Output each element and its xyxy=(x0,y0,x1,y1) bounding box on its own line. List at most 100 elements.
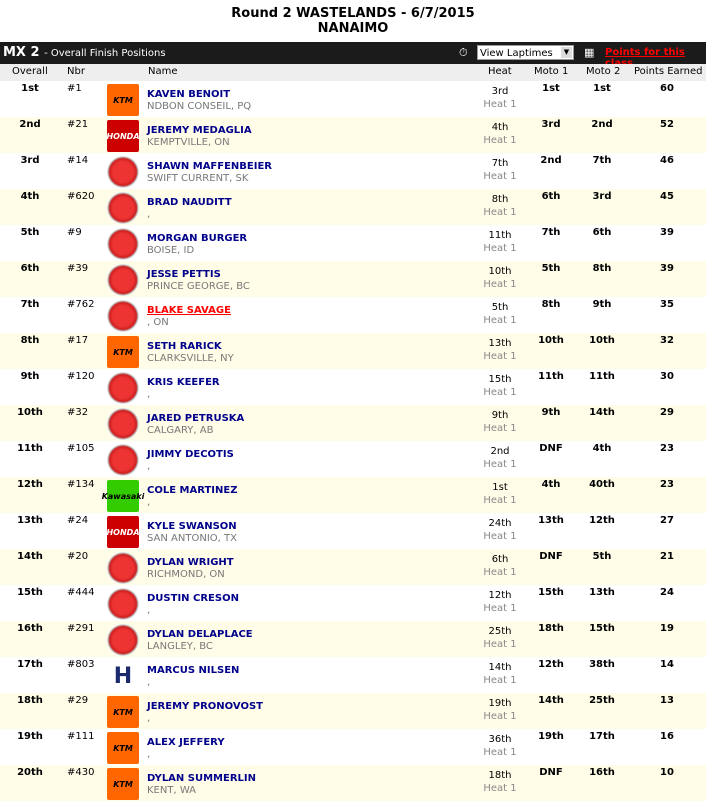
rider-name-link[interactable]: JARED PETRUSKA xyxy=(147,413,245,424)
heat-number: Heat 1 xyxy=(483,603,517,614)
class-subtitle: - Overall Finish Positions xyxy=(44,48,166,59)
yamaha-logo-icon xyxy=(107,300,139,332)
rider-name-link[interactable]: BRAD NAUDITT xyxy=(147,197,232,208)
points-earned: 24 xyxy=(660,587,674,598)
rider-number: #134 xyxy=(67,479,95,490)
table-row: 6th #39 JESSE PETTIS PRINCE GEORGE, BC 1… xyxy=(0,261,706,297)
rider-name-link[interactable]: MORGAN BURGER xyxy=(147,233,248,244)
rider-name-link[interactable]: ALEX JEFFERY xyxy=(147,737,225,748)
rider-location: PRINCE GEORGE, BC xyxy=(147,281,250,292)
points-earned: 45 xyxy=(660,191,674,202)
yamaha-logo-icon xyxy=(107,444,139,476)
points-earned: 23 xyxy=(660,479,674,490)
overall-position: 7th xyxy=(20,299,40,310)
heat-number: Heat 1 xyxy=(483,171,517,182)
points-earned: 10 xyxy=(660,767,674,778)
heat-position: 11th xyxy=(488,230,512,241)
overall-position: 18th xyxy=(17,695,43,706)
heat-number: Heat 1 xyxy=(483,567,517,578)
overall-position: 11th xyxy=(17,443,43,454)
overall-position: 14th xyxy=(17,551,43,562)
table-row: 5th #9 MORGAN BURGER BOISE, ID 11th Heat… xyxy=(0,225,706,261)
heat-number: Heat 1 xyxy=(483,531,517,542)
overall-position: 2nd xyxy=(19,119,41,130)
heat-number: Heat 1 xyxy=(483,783,517,794)
heat-position: 3rd xyxy=(491,86,509,97)
points-earned: 46 xyxy=(660,155,674,166)
rider-number: #9 xyxy=(67,227,82,238)
moto1-position: 6th xyxy=(541,191,561,202)
column-headers: Overall Nbr Name Heat Moto 1 Moto 2 Poin… xyxy=(0,64,706,81)
moto1-position: 13th xyxy=(538,515,564,526)
points-earned: 21 xyxy=(660,551,674,562)
moto2-position: 4th xyxy=(592,443,612,454)
moto1-position: 9th xyxy=(541,407,561,418)
moto1-position: 4th xyxy=(541,479,561,490)
table-row: 13th #24 HONDA KYLE SWANSON SAN ANTONIO,… xyxy=(0,513,706,549)
rider-name-link[interactable]: KRIS KEEFER xyxy=(147,377,220,388)
col-heat: Heat xyxy=(488,66,512,77)
yamaha-logo-icon xyxy=(107,192,139,224)
moto1-position: 15th xyxy=(538,587,564,598)
rider-name-link[interactable]: JEREMY MEDAGLIA xyxy=(147,125,252,136)
heat-position: 9th xyxy=(491,410,509,421)
moto2-position: 40th xyxy=(589,479,615,490)
rider-name-link[interactable]: KYLE SWANSON xyxy=(147,521,237,532)
table-row: 15th #444 DUSTIN CRESON , 12th Heat 1 15… xyxy=(0,585,706,621)
overall-position: 8th xyxy=(20,335,40,346)
rider-name-link[interactable]: COLE MARTINEZ xyxy=(147,485,238,496)
rider-location: CLARKSVILLE, NY xyxy=(147,353,234,364)
points-for-class-link[interactable]: Points for this class xyxy=(605,47,685,69)
points-earned: 14 xyxy=(660,659,674,670)
chevron-down-icon: ▼ xyxy=(561,47,572,58)
rider-name-link[interactable]: KAVEN BENOIT xyxy=(147,89,231,100)
laptimes-select[interactable]: View Laptimes ▼ xyxy=(477,45,574,60)
col-name: Name xyxy=(148,66,178,77)
moto1-position: 7th xyxy=(541,227,561,238)
col-overall: Overall xyxy=(12,66,48,77)
rider-name-link[interactable]: MARCUS NILSEN xyxy=(147,665,240,676)
rider-name-link[interactable]: DUSTIN CRESON xyxy=(147,593,239,604)
rider-name-link[interactable]: BLAKE SAVAGE xyxy=(147,305,231,316)
moto1-position: 2nd xyxy=(540,155,562,166)
overall-position: 17th xyxy=(17,659,43,670)
rider-location: LANGLEY, BC xyxy=(147,641,213,652)
honda-logo-icon: HONDA xyxy=(106,516,140,548)
rider-location: NDBON CONSEIL, PQ xyxy=(147,101,252,112)
moto1-position: 5th xyxy=(541,263,561,274)
rider-name-link[interactable]: JESSE PETTIS xyxy=(147,269,221,280)
rider-name-link[interactable]: DYLAN DELAPLACE xyxy=(147,629,253,640)
overall-position: 10th xyxy=(17,407,43,418)
points-earned: 23 xyxy=(660,443,674,454)
moto2-position: 11th xyxy=(589,371,615,382)
ktm-logo-icon: KTM xyxy=(107,84,139,116)
ktm-logo-icon: KTM xyxy=(107,696,139,728)
heat-position: 6th xyxy=(491,554,509,565)
rider-number: #39 xyxy=(67,263,89,274)
heat-position: 5th xyxy=(491,302,509,313)
heat-position: 12th xyxy=(488,590,512,601)
rider-name-link[interactable]: DYLAN WRIGHT xyxy=(147,557,234,568)
rider-number: #20 xyxy=(67,551,89,562)
rider-location: CALGARY, AB xyxy=(147,425,214,436)
rider-name-link[interactable]: SETH RARICK xyxy=(147,341,222,352)
rider-location: KENT, WA xyxy=(147,785,197,796)
rider-name-link[interactable]: JEREMY PRONOVOST xyxy=(147,701,263,712)
rider-number: #24 xyxy=(67,515,89,526)
table-row: 7th #762 BLAKE SAVAGE , ON 5th Heat 1 8t… xyxy=(0,297,706,333)
rider-name-link[interactable]: DYLAN SUMMERLIN xyxy=(147,773,256,784)
rider-name-link[interactable]: SHAWN MAFFENBEIER xyxy=(147,161,272,172)
overall-position: 15th xyxy=(17,587,43,598)
moto1-position: 18th xyxy=(538,623,564,634)
moto1-position: 11th xyxy=(538,371,564,382)
rider-location: , xyxy=(147,677,151,688)
points-earned: 30 xyxy=(660,371,674,382)
rider-location: BOISE, ID xyxy=(147,245,195,256)
table-row: 1st #1 KTM KAVEN BENOIT NDBON CONSEIL, P… xyxy=(0,81,706,117)
rider-number: #762 xyxy=(67,299,95,310)
rider-name-link[interactable]: JIMMY DECOTIS xyxy=(147,449,234,460)
moto1-position: 3rd xyxy=(541,119,561,130)
rider-number: #444 xyxy=(67,587,95,598)
rider-location: SAN ANTONIO, TX xyxy=(147,533,237,544)
heat-number: Heat 1 xyxy=(483,495,517,506)
